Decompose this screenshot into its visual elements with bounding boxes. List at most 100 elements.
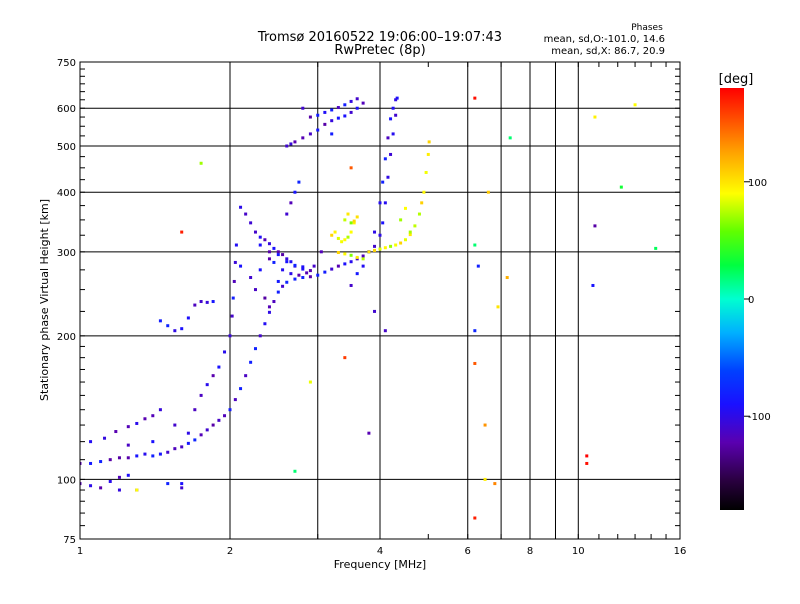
x-mode-echo xyxy=(308,380,312,384)
o-mode-echo xyxy=(381,180,385,184)
o-mode-echo xyxy=(244,374,248,378)
o-mode-echo xyxy=(89,461,93,465)
o-mode-echo xyxy=(126,425,130,429)
o-mode-echo xyxy=(173,447,177,451)
o-mode-echo xyxy=(308,132,312,136)
x-mode-echo xyxy=(394,243,398,247)
o-mode-echo xyxy=(158,408,162,412)
o-mode-echo xyxy=(395,96,399,100)
o-mode-echo xyxy=(267,257,271,261)
o-mode-echo xyxy=(361,254,365,258)
o-mode-echo xyxy=(276,290,280,294)
o-mode-echo xyxy=(234,243,238,247)
outlier-echo xyxy=(483,423,487,427)
x-mode-echo xyxy=(373,248,377,252)
o-mode-echo xyxy=(383,157,387,161)
x-mode-echo xyxy=(346,212,350,216)
x-mode-echo xyxy=(349,253,353,257)
o-mode-echo xyxy=(126,443,130,447)
x-tick-label: 16 xyxy=(674,546,687,557)
x-mode-echo xyxy=(343,218,347,222)
o-mode-echo xyxy=(239,205,243,209)
outlier-echo xyxy=(585,461,589,465)
o-mode-echo xyxy=(343,103,347,107)
o-mode-echo xyxy=(249,276,253,280)
o-mode-echo xyxy=(193,303,197,307)
o-mode-echo xyxy=(126,456,130,460)
o-mode-echo xyxy=(263,322,267,326)
outlier-echo xyxy=(633,103,637,107)
o-mode-echo xyxy=(258,268,262,272)
o-mode-echo xyxy=(244,212,248,216)
o-mode-echo xyxy=(223,414,227,418)
o-mode-echo xyxy=(301,265,305,269)
x-mode-echo xyxy=(349,230,353,234)
o-mode-echo xyxy=(293,277,297,281)
o-mode-echo xyxy=(349,99,353,103)
outlier-echo xyxy=(486,190,490,194)
o-mode-echo xyxy=(258,334,262,338)
y-axis-label: Stationary phase Virtual Height [km] xyxy=(38,199,51,401)
o-mode-echo xyxy=(193,438,197,442)
o-mode-echo xyxy=(199,433,203,437)
o-mode-echo xyxy=(285,257,289,261)
o-mode-echo xyxy=(267,305,271,309)
o-mode-echo xyxy=(151,440,155,444)
o-mode-echo xyxy=(228,334,232,338)
x-mode-echo xyxy=(352,219,356,223)
x-mode-echo xyxy=(399,218,403,222)
o-mode-echo xyxy=(285,144,289,148)
o-mode-echo xyxy=(343,114,347,118)
o-mode-echo xyxy=(199,300,203,304)
o-mode-echo xyxy=(80,482,82,486)
x-mode-echo xyxy=(349,221,353,225)
o-mode-echo xyxy=(373,244,377,248)
o-mode-echo xyxy=(293,190,297,194)
o-mode-echo xyxy=(166,482,170,486)
x-mode-echo xyxy=(403,206,407,210)
o-mode-echo xyxy=(272,260,276,264)
o-mode-echo xyxy=(272,300,276,304)
o-mode-echo xyxy=(312,264,316,268)
x-mode-echo xyxy=(383,246,387,250)
o-mode-echo xyxy=(211,300,215,304)
o-mode-echo xyxy=(293,140,297,144)
o-mode-echo xyxy=(386,136,390,140)
colorbar-tick-label: 0 xyxy=(748,295,754,306)
x-mode-echo xyxy=(413,224,417,228)
x-mode-echo xyxy=(403,238,407,242)
o-mode-echo xyxy=(166,450,170,454)
o-mode-echo xyxy=(135,421,139,425)
y-tick-label: 75 xyxy=(63,535,76,546)
y-tick-label: 600 xyxy=(57,104,76,115)
o-mode-echo xyxy=(349,110,353,114)
x-tick-label: 1 xyxy=(77,546,83,557)
o-mode-echo xyxy=(180,327,184,331)
x-mode-echo xyxy=(427,140,431,144)
o-mode-echo xyxy=(391,106,395,110)
echo-points xyxy=(80,96,658,520)
x-mode-echo xyxy=(424,170,428,174)
o-mode-echo xyxy=(231,296,235,300)
stats-title: Phases xyxy=(631,23,663,33)
o-mode-echo xyxy=(373,230,377,234)
x-mode-echo xyxy=(352,221,356,225)
o-mode-echo xyxy=(117,456,121,460)
o-mode-echo xyxy=(367,431,371,435)
colorbar-tick-label: -100 xyxy=(748,412,771,423)
o-mode-echo xyxy=(205,383,209,387)
o-mode-echo xyxy=(267,242,271,246)
x-mode-echo xyxy=(355,255,359,259)
o-mode-echo xyxy=(289,260,293,264)
x-mode-echo xyxy=(333,230,337,234)
o-mode-echo xyxy=(394,98,398,102)
o-mode-echo xyxy=(223,350,227,354)
o-mode-echo xyxy=(383,201,387,205)
o-mode-echo xyxy=(258,235,262,239)
o-mode-echo xyxy=(381,221,385,225)
chart-title-line2: RwPretec (8p) xyxy=(334,43,425,58)
o-mode-echo xyxy=(473,329,477,333)
o-mode-echo xyxy=(211,423,215,427)
